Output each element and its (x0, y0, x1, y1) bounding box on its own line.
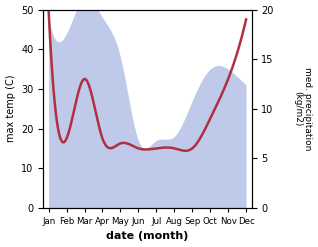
Y-axis label: med. precipitation
(kg/m2): med. precipitation (kg/m2) (293, 67, 313, 150)
Y-axis label: max temp (C): max temp (C) (5, 75, 16, 143)
X-axis label: date (month): date (month) (106, 231, 189, 242)
